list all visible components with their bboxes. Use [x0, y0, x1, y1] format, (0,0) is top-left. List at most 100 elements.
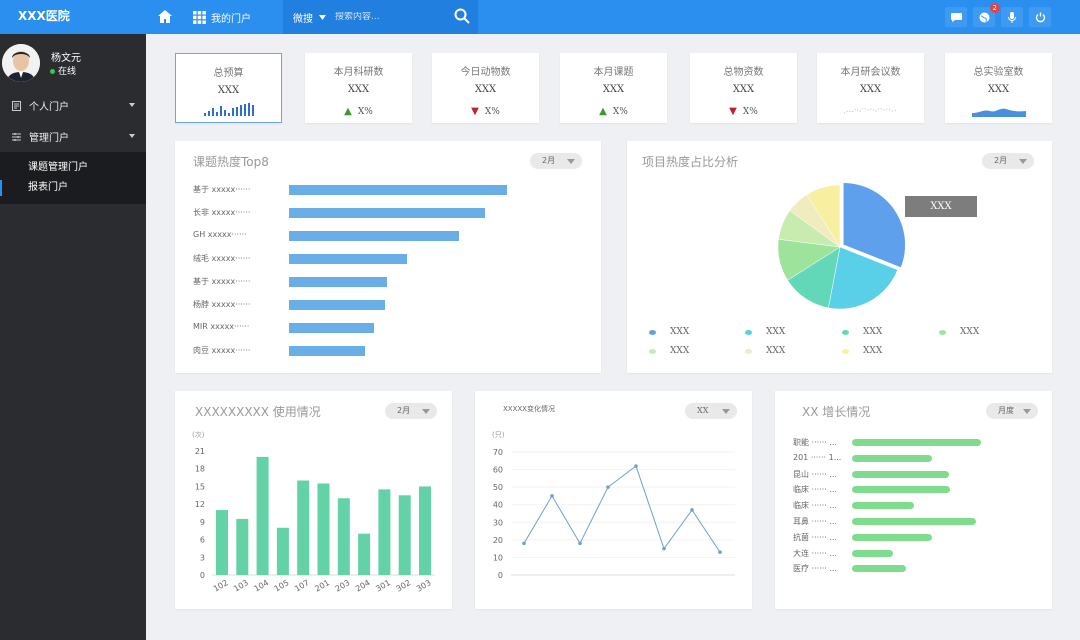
stat-percent: X%: [742, 107, 758, 117]
mini-dot-chart: [817, 99, 924, 117]
legend-item[interactable]: XXX: [842, 327, 882, 337]
online-dot-icon: [50, 69, 55, 74]
legend-item[interactable]: XXX: [842, 346, 882, 356]
bar[interactable]: [852, 565, 907, 573]
sidebar-item-project-portal[interactable]: 课题管理门户: [28, 162, 88, 173]
series-line: [523, 465, 721, 553]
pie-slice[interactable]: [843, 182, 906, 268]
bar[interactable]: [289, 277, 388, 287]
bar[interactable]: [852, 454, 932, 462]
card-title: XXXXX变化情况: [503, 405, 555, 413]
stat-card-budget[interactable]: 总预算 XXX: [175, 53, 282, 123]
home-icon[interactable]: [158, 10, 172, 26]
search-bar: 微搜: [283, 0, 478, 34]
bar[interactable]: [378, 489, 391, 575]
bar[interactable]: [317, 483, 330, 575]
search-icon[interactable]: [454, 8, 470, 27]
chevron-down-icon: [129, 134, 135, 138]
bar[interactable]: [852, 533, 932, 541]
bar-label: 临床 ······ ...: [793, 485, 837, 495]
bar[interactable]: [852, 549, 894, 557]
stat-card-materials[interactable]: 总物资数 XXX ▼ X%: [690, 53, 797, 123]
bar[interactable]: [337, 498, 350, 575]
data-point[interactable]: [578, 541, 582, 546]
bar-label: 201 ······ 1...: [793, 452, 842, 462]
filter-dropdown[interactable]: XX: [685, 403, 737, 419]
power-icon[interactable]: [1029, 7, 1051, 27]
bar-label: 抗菌 ······ ...: [793, 532, 837, 542]
y-tick-label: 9: [200, 518, 205, 527]
bar[interactable]: [289, 208, 486, 218]
sidebar-item-report-portal[interactable]: 报表门户: [0, 178, 146, 198]
sidebar-item-admin[interactable]: 管理门户: [0, 121, 146, 152]
bar[interactable]: [289, 300, 385, 310]
legend-label: XXX: [670, 346, 690, 356]
grid-icon: [193, 11, 206, 24]
legend-swatch: [842, 329, 849, 335]
bar[interactable]: [297, 480, 310, 575]
bar-label: 绒毛 xxxxx······: [193, 254, 251, 263]
bar[interactable]: [289, 185, 507, 195]
bar[interactable]: [358, 533, 371, 575]
bar[interactable]: [852, 439, 981, 446]
legend-label: XXX: [766, 346, 786, 356]
mini-area-chart: [945, 99, 1052, 117]
bar[interactable]: [216, 510, 228, 575]
data-point[interactable]: [662, 546, 666, 551]
data-point[interactable]: [522, 541, 526, 546]
microphone-icon[interactable]: [1001, 7, 1023, 27]
chat-icon[interactable]: [945, 7, 967, 27]
bar[interactable]: [289, 254, 407, 264]
period-dropdown[interactable]: 月度: [986, 403, 1038, 419]
month-dropdown[interactable]: 2月: [385, 403, 437, 419]
legend-item[interactable]: XXX: [745, 327, 785, 337]
legend-item[interactable]: XXX: [939, 327, 979, 337]
data-point[interactable]: [690, 508, 694, 512]
bar[interactable]: [398, 495, 411, 575]
data-point[interactable]: [634, 464, 638, 468]
notification-button[interactable]: 2: [973, 3, 1000, 27]
bar[interactable]: [289, 231, 460, 241]
bar[interactable]: [852, 502, 914, 510]
bar-label: GH xxxxx······: [193, 230, 247, 239]
x-tick-label: 303: [415, 578, 433, 593]
bar[interactable]: [852, 486, 951, 494]
pie-slice[interactable]: [806, 184, 841, 248]
stat-title: 总实验室数: [973, 67, 1024, 78]
stat-card-animals[interactable]: 今日动物数 XXX ▼ X%: [432, 53, 539, 123]
bar[interactable]: [289, 346, 366, 356]
user-status: 在线: [50, 64, 76, 77]
bar-label: 长非 xxxxx······: [193, 208, 251, 217]
stat-card-labs[interactable]: 总实验室数 XXX: [945, 53, 1052, 123]
legend-item[interactable]: XXX: [745, 346, 785, 356]
sidebar-item-personal[interactable]: 个人门户: [0, 90, 146, 121]
search-type-select[interactable]: 微搜: [283, 10, 335, 25]
pie-chart: [777, 182, 906, 310]
bar[interactable]: [256, 456, 269, 575]
stat-card-meetings[interactable]: 本月研会议数 XXX: [817, 53, 924, 123]
pie-slice[interactable]: [828, 246, 898, 310]
month-dropdown[interactable]: 2月: [982, 153, 1034, 169]
stat-card-projects[interactable]: 本月课题 XXX ▲ X%: [560, 53, 667, 123]
my-portal-link[interactable]: 我的门户: [193, 10, 251, 25]
data-point[interactable]: [550, 494, 554, 498]
bar[interactable]: [289, 323, 375, 333]
legend-item[interactable]: XXX: [649, 346, 689, 356]
sidebar: 杨文元 在线 个人门户 管理门户 课题管理门户 报表门户: [0, 34, 146, 640]
data-point[interactable]: [718, 550, 722, 554]
month-dropdown[interactable]: 2月: [530, 153, 582, 169]
bar[interactable]: [276, 527, 289, 575]
bar[interactable]: [852, 518, 976, 525]
trend-down-icon: ▼: [471, 106, 479, 117]
stat-value: XXX: [859, 84, 882, 95]
bar[interactable]: [236, 518, 249, 575]
bar[interactable]: [419, 486, 431, 575]
avatar[interactable]: [2, 44, 40, 82]
stat-card-research[interactable]: 本月科研数 XXX ▲ X%: [305, 53, 412, 123]
stat-value: XXX: [347, 84, 370, 95]
search-input[interactable]: [335, 12, 445, 22]
legend-item[interactable]: XXX: [649, 327, 689, 337]
data-point[interactable]: [606, 485, 610, 489]
bar[interactable]: [852, 470, 949, 478]
brand-logo[interactable]: XXX医院: [18, 9, 70, 23]
